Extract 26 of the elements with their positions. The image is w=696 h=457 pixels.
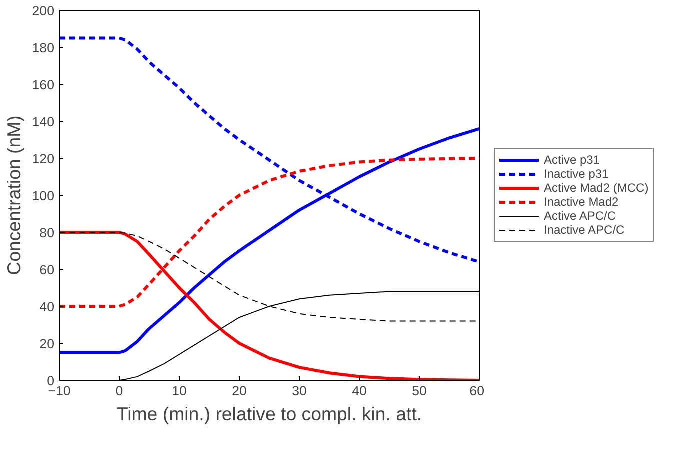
y-tick-label: 80 <box>40 226 55 240</box>
y-tick-label: 20 <box>40 336 55 352</box>
legend-label: Inactive Mad2 <box>544 195 619 209</box>
y-tick-label: 120 <box>32 152 55 166</box>
legend-label: Active Mad2 (MCC) <box>544 181 649 195</box>
y-tick-label: 60 <box>40 262 55 278</box>
legend-label: Active APC/C <box>544 209 616 223</box>
x-tick-label: 60 <box>470 384 485 398</box>
x-tick-label: 30 <box>292 384 307 398</box>
y-tick-label: 0 <box>47 374 55 388</box>
x-tick-label: 20 <box>232 384 247 398</box>
y-tick-label: 180 <box>32 40 55 56</box>
y-axis-title: Concentration (nM) <box>3 116 24 276</box>
x-axis-title: Time (min.) relative to compl. kin. att. <box>116 404 422 424</box>
x-tick-label: 50 <box>412 384 427 398</box>
legend-label: Inactive APC/C <box>544 223 625 237</box>
y-tick-label: 100 <box>32 188 55 204</box>
x-tick-label: 40 <box>352 384 367 398</box>
x-tick-label: 10 <box>172 384 187 398</box>
x-tick-label: 0 <box>116 384 124 398</box>
y-tick-label: 40 <box>40 300 55 314</box>
y-tick-label: 140 <box>32 114 55 130</box>
legend-label: Inactive p31 <box>544 167 609 181</box>
y-tick-label: 160 <box>32 78 55 92</box>
y-tick-label: 200 <box>32 4 55 18</box>
legend-label: Active p31 <box>544 153 600 167</box>
